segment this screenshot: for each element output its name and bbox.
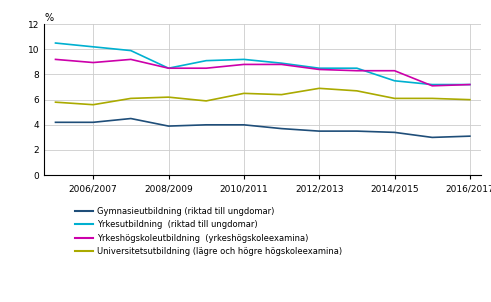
Text: %: % bbox=[44, 13, 54, 23]
Legend: Gymnasieutbildning (riktad till ungdomar), Yrkesutbildning  (riktad till ungdoma: Gymnasieutbildning (riktad till ungdomar… bbox=[75, 207, 342, 256]
